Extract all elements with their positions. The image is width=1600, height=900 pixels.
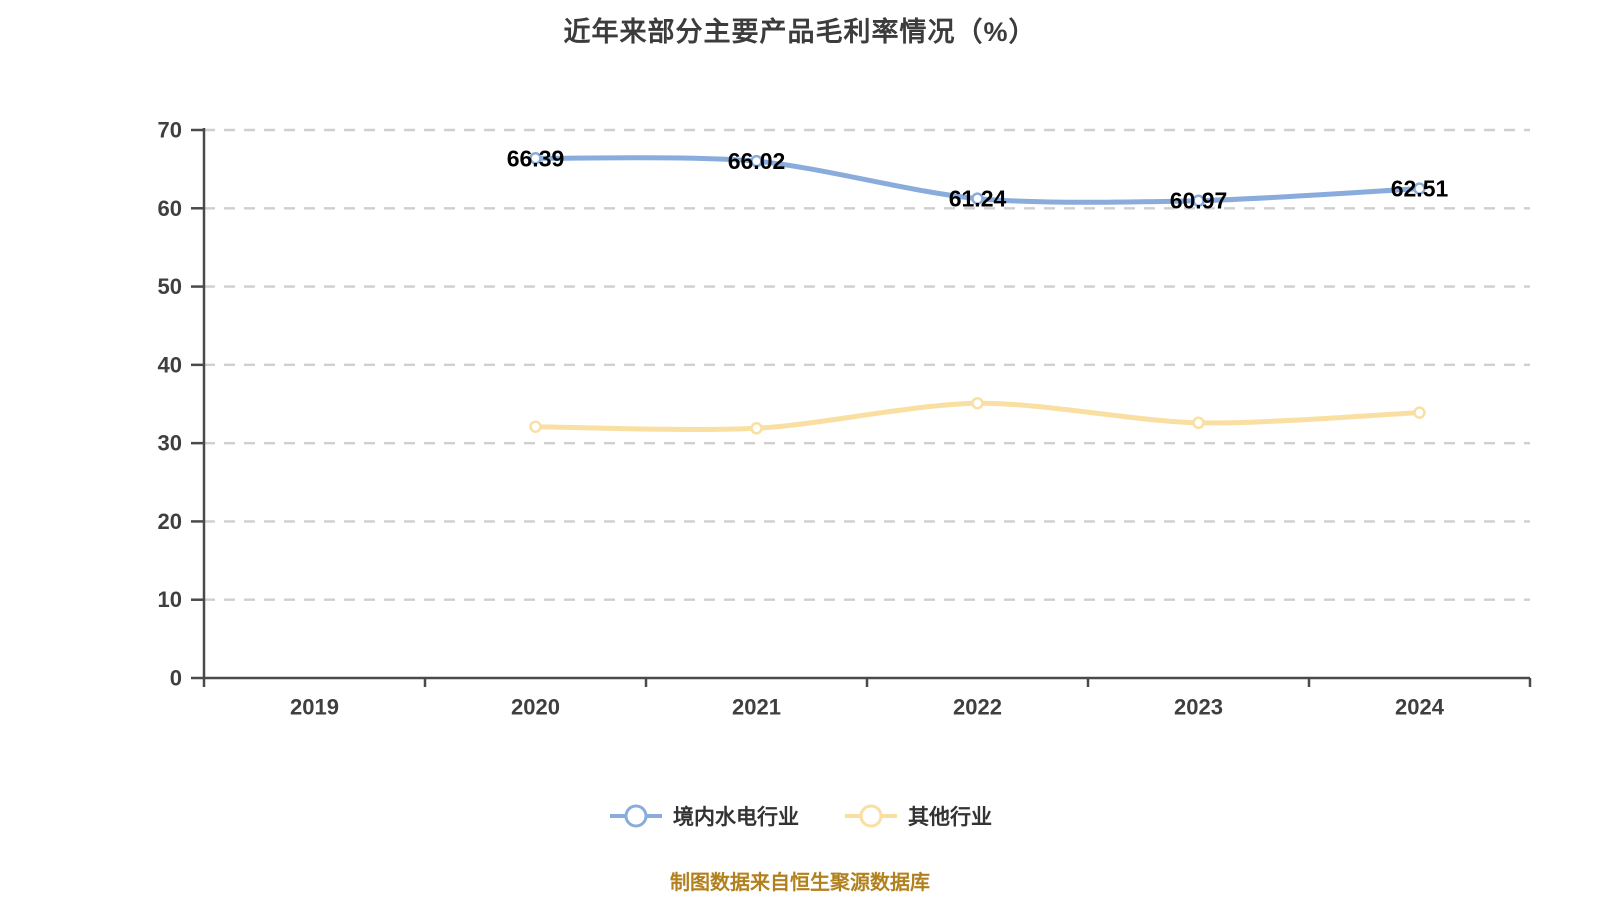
- data-point-0: [529, 152, 542, 165]
- data-source-note: 制图数据来自恒生聚源数据库: [670, 872, 930, 894]
- data-point-1: [1413, 406, 1426, 419]
- legend-item-other-industries[interactable]: 其他行业: [843, 801, 992, 831]
- x-axis-label: 2022: [953, 695, 1002, 720]
- data-point-label: 62.51: [1391, 176, 1449, 202]
- legend: 境内水电行业 其他行业: [0, 801, 1600, 831]
- data-point-1: [529, 420, 542, 433]
- y-axis-label: 10: [158, 587, 182, 612]
- y-axis-label: 70: [158, 118, 182, 143]
- data-point-label: 61.24: [949, 186, 1007, 212]
- y-axis-label: 20: [158, 509, 182, 534]
- x-axis-label: 2020: [511, 695, 560, 720]
- plot-area: 0 10 20 30 40 50 60 70 2019 2020 2021 2022 2023 2024 6…: [158, 118, 1532, 720]
- data-point-0: [971, 192, 984, 205]
- y-axis-label: 60: [158, 196, 182, 221]
- y-axis-label: 0: [170, 666, 182, 691]
- x-axis-label: 2024: [1395, 695, 1445, 720]
- data-point-label: 66.02: [728, 148, 786, 174]
- x-axis-label: 2023: [1174, 695, 1223, 720]
- legend-marker-line-circle-icon: [845, 804, 897, 828]
- data-point-label: 60.97: [1170, 188, 1228, 214]
- y-axis-label: 50: [158, 274, 182, 299]
- legend-label: 其他行业: [908, 806, 992, 829]
- legend-item-domestic-hydropower[interactable]: 境内水电行业: [608, 801, 799, 831]
- x-axis-label: 2019: [290, 695, 339, 720]
- data-point-0: [750, 154, 763, 168]
- data-point-0: [1413, 182, 1426, 195]
- data-point-1: [1192, 416, 1205, 430]
- legend-label: 境内水电行业: [673, 806, 799, 829]
- chart-title: 近年来部分主要产品毛利率情况（%）: [563, 17, 1037, 47]
- y-axis-label: 40: [158, 352, 182, 377]
- y-axis-label: 30: [158, 431, 182, 456]
- data-point-label: 66.39: [507, 145, 565, 171]
- data-point-1: [971, 396, 984, 410]
- data-point-0: [1192, 194, 1205, 207]
- legend-marker-line-circle-icon: [610, 804, 662, 828]
- data-point-1: [750, 422, 763, 435]
- x-axis-label: 2021: [732, 695, 781, 720]
